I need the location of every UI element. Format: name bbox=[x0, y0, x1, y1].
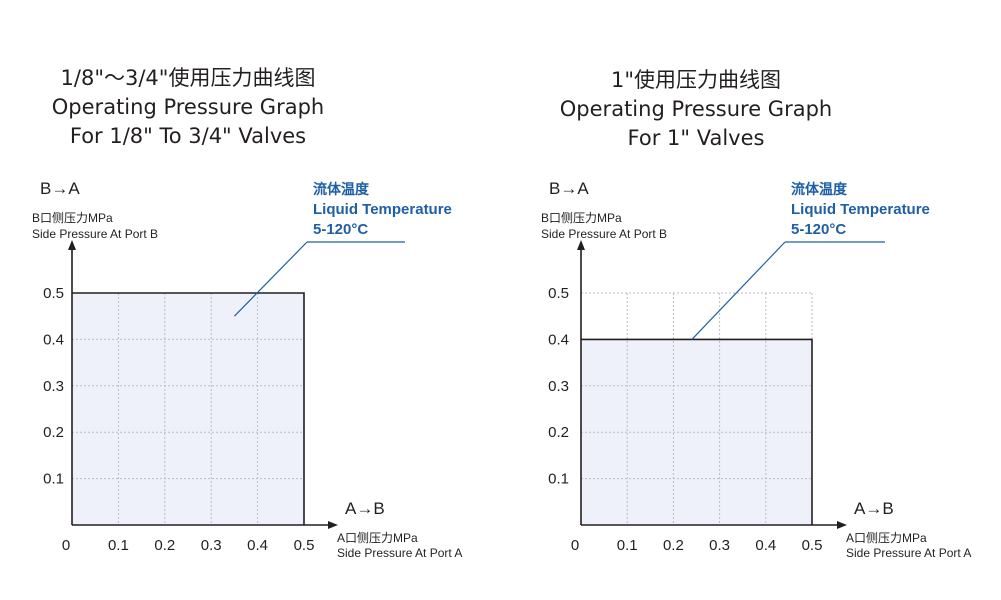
y-axis-label-en: Side Pressure At Port B bbox=[32, 227, 158, 241]
x-tick-label: 0 bbox=[571, 537, 579, 554]
x-tick-label: 0.4 bbox=[247, 537, 268, 554]
y-tick-label: 0.1 bbox=[548, 471, 569, 488]
x-tick-label: 0.1 bbox=[617, 537, 638, 554]
annotation-range: 5-120°C bbox=[791, 221, 846, 238]
y-tick-label: 0.3 bbox=[548, 378, 569, 395]
operating-region-outline bbox=[72, 292, 305, 525]
y-tick-label: 0.4 bbox=[43, 331, 64, 348]
x-axis-label-en: Side Pressure At Port A bbox=[846, 546, 971, 560]
chart-title-en-line2: For 1" Valves bbox=[627, 126, 765, 150]
chart-panel-1inch-valves: 1"使用压力曲线图 Operating Pressure Graph For 1… bbox=[500, 0, 1001, 600]
y-axis-arrow bbox=[577, 240, 585, 250]
annotation-label-zh: 流体温度 bbox=[791, 181, 848, 197]
annotation-range: 5-120°C bbox=[313, 221, 368, 238]
chart-title-zh: 1"使用压力曲线图 bbox=[610, 68, 782, 92]
x-tick-label: 0.1 bbox=[108, 537, 129, 554]
chart-title-en-line1: Operating Pressure Graph bbox=[559, 97, 833, 121]
x-tick-label: 0.2 bbox=[154, 537, 175, 554]
chart-title-en-line2: For 1/8" To 3/4" Valves bbox=[69, 124, 307, 148]
annotation-label-en: Liquid Temperature bbox=[313, 201, 452, 218]
y-tick-label: 0.1 bbox=[43, 471, 64, 488]
x-tick-label: 0.5 bbox=[294, 537, 315, 554]
y-tick-label: 0.3 bbox=[43, 378, 64, 395]
pressure-chart-svg: 0 0.1 0.2 0.3 0.4 0.5 0.1 0.2 0.3 0.4 0.5 B→A B口侧压力M… bbox=[541, 179, 971, 560]
chart-title-zh: 1/8"～3/4"使用压力曲线图 bbox=[60, 66, 316, 90]
y-axis-label-en: Side Pressure At Port B bbox=[541, 227, 667, 241]
annotation-leader-line bbox=[691, 241, 786, 340]
x-direction-label: A→B bbox=[854, 499, 894, 518]
y-tick-label: 0.4 bbox=[548, 331, 569, 348]
y-tick-label: 0.2 bbox=[43, 424, 64, 441]
x-tick-label: 0.2 bbox=[663, 537, 684, 554]
y-tick-label: 0.5 bbox=[43, 285, 64, 302]
operating-region-outline bbox=[581, 338, 813, 525]
x-axis-label-zh: A口侧压力MPa bbox=[337, 531, 418, 545]
x-tick-label: 0.4 bbox=[755, 537, 776, 554]
annotation-label-en: Liquid Temperature bbox=[791, 201, 930, 218]
x-tick-label: 0.3 bbox=[709, 537, 730, 554]
chart-panel-small-valves: 1/8"～3/4"使用压力曲线图 Operating Pressure Grap… bbox=[0, 0, 500, 600]
x-axis-arrow bbox=[328, 521, 338, 529]
y-tick-label: 0.2 bbox=[548, 424, 569, 441]
chart-title: 1"使用压力曲线图 Operating Pressure Graph For 1… bbox=[530, 66, 862, 153]
y-axis-label-zh: B口侧压力MPa bbox=[541, 211, 622, 225]
x-axis-label-en: Side Pressure At Port A bbox=[337, 546, 462, 560]
annotation-label-zh: 流体温度 bbox=[313, 181, 370, 197]
chart-title-en-line1: Operating Pressure Graph bbox=[51, 95, 325, 119]
x-direction-label: A→B bbox=[345, 499, 385, 518]
y-direction-label: B→A bbox=[40, 179, 80, 198]
x-tick-label: 0.5 bbox=[802, 537, 823, 554]
chart-title: 1/8"～3/4"使用压力曲线图 Operating Pressure Grap… bbox=[28, 64, 348, 151]
y-axis-label-zh: B口侧压力MPa bbox=[32, 211, 113, 225]
pressure-chart-svg: 0 0.1 0.2 0.3 0.4 0.5 0.1 0.2 0.3 0.4 0.5 B→A B口侧压力M… bbox=[32, 179, 462, 560]
x-tick-label: 0.3 bbox=[201, 537, 222, 554]
annotation-leader-line bbox=[233, 241, 308, 317]
x-axis-label-zh: A口侧压力MPa bbox=[846, 531, 927, 545]
y-tick-label: 0.5 bbox=[548, 285, 569, 302]
y-direction-label: B→A bbox=[549, 179, 589, 198]
operating-region-fill bbox=[72, 293, 304, 525]
x-axis-arrow bbox=[837, 521, 847, 529]
x-tick-label: 0 bbox=[62, 537, 70, 554]
y-axis-arrow bbox=[68, 240, 76, 250]
